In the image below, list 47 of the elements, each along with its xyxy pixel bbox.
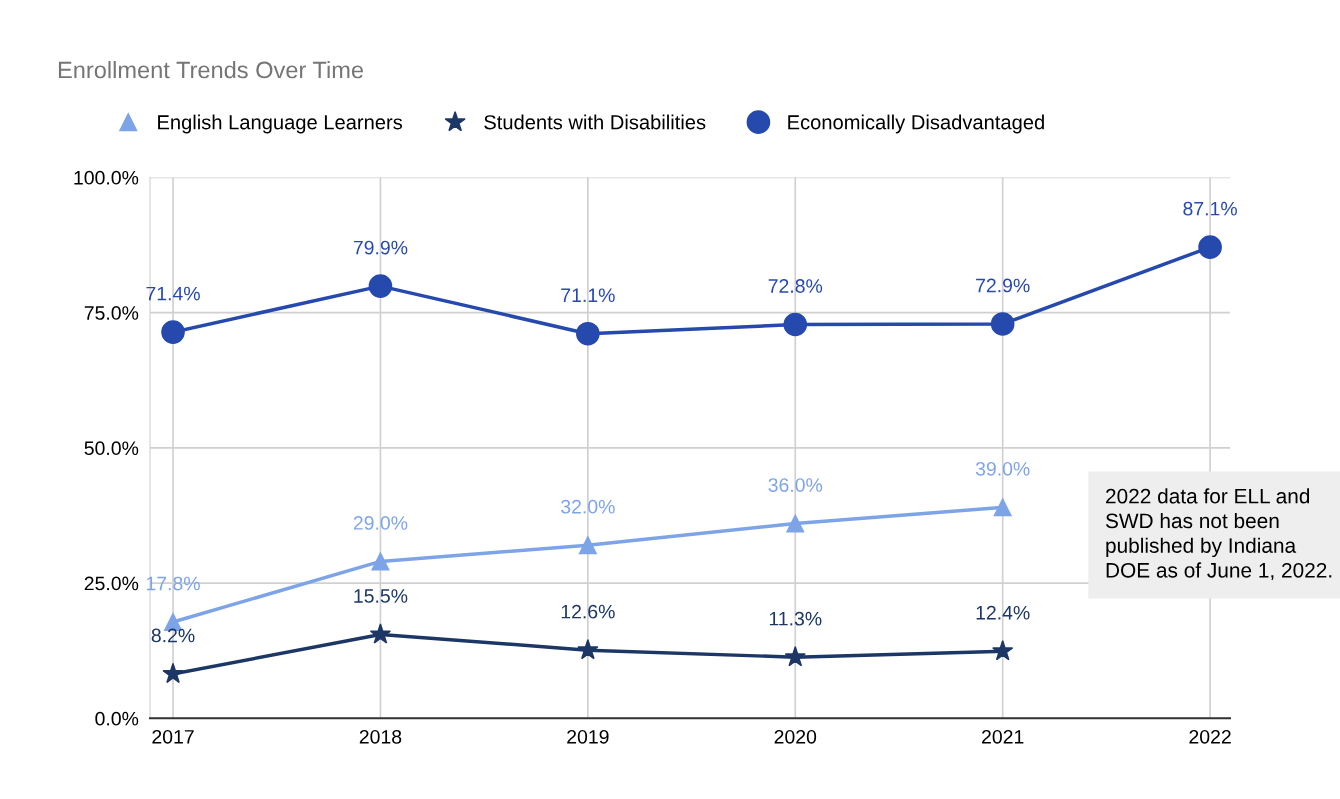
data-label: 12.4% xyxy=(976,605,1030,620)
data-label: 71.4% xyxy=(146,286,200,301)
y-tick-label: 0.0% xyxy=(95,711,139,726)
x-tick-label: 2017 xyxy=(152,729,194,744)
point xyxy=(990,312,1015,336)
chart-title: Enrollment Trends Over Time xyxy=(58,61,364,79)
point xyxy=(577,639,599,660)
x-tick-label: 2019 xyxy=(567,729,609,744)
point xyxy=(784,646,806,667)
data-label: 79.9% xyxy=(353,240,408,255)
data-label: 39.0% xyxy=(975,461,1030,476)
point xyxy=(368,274,393,298)
data-label: 72.9% xyxy=(976,278,1030,293)
data-label: 29.0% xyxy=(353,516,408,530)
point xyxy=(162,662,184,684)
y-tick-label: 25.0% xyxy=(84,576,139,591)
data-label: 15.5% xyxy=(354,589,408,603)
point xyxy=(369,623,392,644)
legend-label: Economically Disadvantaged xyxy=(788,114,1044,134)
annotation: 2022 data for ELL and SWD has not been published by Indiana DOE as of June 1, 2022. xyxy=(1105,488,1332,581)
legend-label: English Language Learners xyxy=(158,114,403,134)
point xyxy=(576,321,600,346)
data-label: 12.6% xyxy=(561,604,615,619)
point xyxy=(371,552,390,571)
y-tick-label: 75.0% xyxy=(84,306,139,320)
point xyxy=(1198,235,1222,259)
data-label: 87.1% xyxy=(1183,201,1237,216)
point xyxy=(992,640,1014,661)
x-tick-label: 2022 xyxy=(1189,729,1231,744)
data-label: 8.2% xyxy=(151,628,195,643)
legend-label: Students with Disabilities xyxy=(484,114,706,130)
data-label: 71.1% xyxy=(561,288,615,303)
data-label: 17.8% xyxy=(146,576,200,591)
x-tick-label: 2020 xyxy=(774,729,817,744)
data-label: 72.8% xyxy=(768,279,823,293)
x-tick-label: 2021 xyxy=(982,729,1024,744)
point xyxy=(993,498,1012,517)
y-tick-label: 100.0% xyxy=(74,170,139,185)
data-label: 36.0% xyxy=(768,478,823,492)
y-tick-label: 50.0% xyxy=(84,441,139,456)
point xyxy=(783,312,808,337)
point xyxy=(786,514,805,533)
point xyxy=(161,320,185,344)
point xyxy=(578,536,597,555)
data-label: 11.3% xyxy=(769,611,822,626)
x-tick-label: 2018 xyxy=(359,729,402,744)
data-label: 32.0% xyxy=(561,499,615,514)
